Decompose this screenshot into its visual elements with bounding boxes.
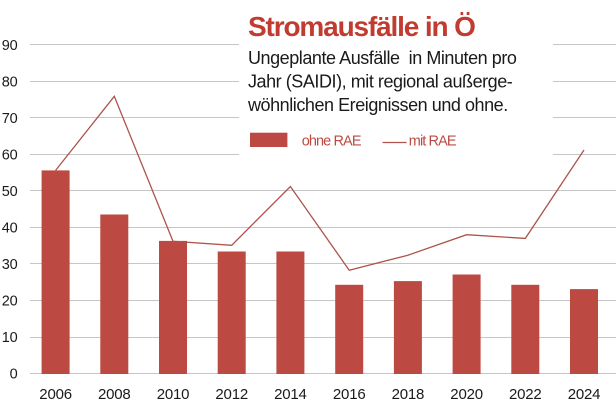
svg-text:0: 0: [10, 367, 18, 383]
svg-text:80: 80: [2, 74, 18, 90]
svg-text:20: 20: [2, 294, 18, 310]
svg-text:2016: 2016: [333, 386, 366, 403]
svg-text:2022: 2022: [509, 386, 542, 403]
svg-text:2008: 2008: [98, 386, 131, 403]
svg-text:70: 70: [2, 111, 18, 127]
svg-text:2012: 2012: [215, 386, 248, 403]
svg-text:mit RAE: mit RAE: [409, 134, 457, 150]
svg-text:2024: 2024: [568, 386, 601, 403]
svg-text:40: 40: [2, 221, 18, 237]
svg-text:2010: 2010: [157, 386, 190, 403]
svg-text:2020: 2020: [450, 386, 483, 403]
svg-text:50: 50: [2, 184, 18, 200]
svg-text:Ungeplante Ausfälle in Minute: Ungeplante Ausfälle in Minuten pro: [248, 48, 517, 68]
svg-text:ohne RAE: ohne RAE: [302, 134, 362, 150]
svg-text:10: 10: [2, 330, 18, 346]
svg-text:wöhnlichen Ereignissen und ohn: wöhnlichen Ereignissen und ohne.: [247, 95, 508, 115]
svg-text:2014: 2014: [274, 386, 307, 403]
svg-text:2018: 2018: [392, 386, 425, 403]
svg-text:2006: 2006: [39, 386, 72, 403]
svg-text:90: 90: [2, 38, 18, 54]
svg-text:Stromausfälle in Ö: Stromausfälle in Ö: [248, 11, 475, 42]
svg-text:60: 60: [2, 148, 18, 164]
svg-text:30: 30: [2, 257, 18, 273]
svg-text:Jahr (SAIDI), mit regional auß: Jahr (SAIDI), mit regional außerge-: [248, 71, 513, 91]
